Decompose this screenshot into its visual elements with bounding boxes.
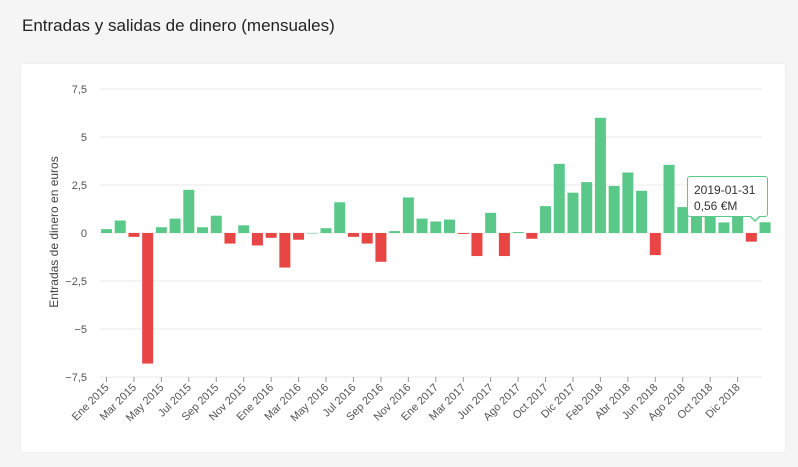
bar[interactable] [279, 233, 291, 268]
y-axis-title: Entradas de dinero en euros [47, 156, 61, 307]
tooltip-arrow-inner [750, 215, 760, 220]
bar[interactable] [114, 220, 126, 233]
bar[interactable] [608, 185, 620, 233]
bar[interactable] [512, 232, 524, 233]
bar[interactable] [677, 207, 689, 233]
bar[interactable] [101, 229, 112, 233]
y-tick-label: −2,5 [65, 276, 87, 288]
y-tick-label: 2,5 [72, 180, 87, 192]
bar[interactable] [471, 233, 483, 257]
bar[interactable] [306, 233, 318, 234]
bar[interactable] [594, 117, 606, 233]
bar[interactable] [197, 227, 209, 233]
bar[interactable] [718, 222, 730, 233]
bar[interactable] [553, 163, 565, 233]
bar[interactable] [704, 215, 716, 233]
bar-tooltip: 2019-01-31 0,56 €M [687, 176, 768, 217]
bar[interactable] [293, 233, 305, 240]
y-tick-label: 5 [81, 132, 87, 144]
bar[interactable] [622, 172, 634, 233]
bar[interactable] [526, 233, 538, 239]
bar[interactable] [690, 211, 702, 233]
y-tick-label: −7,5 [65, 372, 87, 384]
bar[interactable] [224, 233, 236, 244]
bar[interactable] [649, 233, 661, 256]
bar[interactable] [444, 219, 455, 233]
y-tick-label: −5 [74, 324, 87, 336]
y-axis-ticks: 7,5 5 2,5 0 −2,5 −5 −7,5 [65, 84, 87, 384]
bar[interactable] [238, 225, 250, 233]
page-title: Entradas y salidas de dinero (mensuales) [22, 16, 335, 35]
bar[interactable] [210, 215, 222, 233]
bar[interactable] [498, 233, 510, 257]
bar[interactable] [732, 213, 744, 233]
bar[interactable] [320, 228, 332, 233]
y-tick-label: 0 [81, 228, 87, 240]
tooltip-date: 2019-01-31 [694, 183, 756, 197]
bar[interactable] [416, 218, 428, 233]
bar[interactable] [375, 233, 387, 262]
bar[interactable] [265, 233, 277, 238]
bar[interactable] [183, 189, 195, 233]
bar[interactable] [155, 227, 167, 233]
tooltip-value: 0,56 €M [694, 199, 738, 213]
bar[interactable] [347, 233, 359, 237]
bar[interactable] [457, 233, 469, 234]
bar[interactable] [485, 212, 497, 233]
bar[interactable] [581, 182, 593, 233]
bar[interactable] [334, 202, 346, 233]
bar[interactable] [402, 197, 414, 233]
bar[interactable] [169, 218, 181, 233]
bar[interactable] [389, 231, 401, 233]
bar[interactable] [361, 233, 373, 244]
bar[interactable] [759, 222, 771, 233]
bar[interactable] [251, 233, 263, 246]
y-tick-label: 7,5 [72, 84, 87, 96]
bar[interactable] [430, 221, 442, 233]
bars [101, 117, 771, 364]
bar[interactable] [142, 233, 154, 364]
bar[interactable] [745, 233, 757, 242]
bar[interactable] [567, 192, 579, 233]
bar[interactable] [128, 233, 140, 237]
bar[interactable] [663, 164, 675, 233]
bar[interactable] [540, 206, 552, 233]
bar[interactable] [636, 190, 648, 233]
